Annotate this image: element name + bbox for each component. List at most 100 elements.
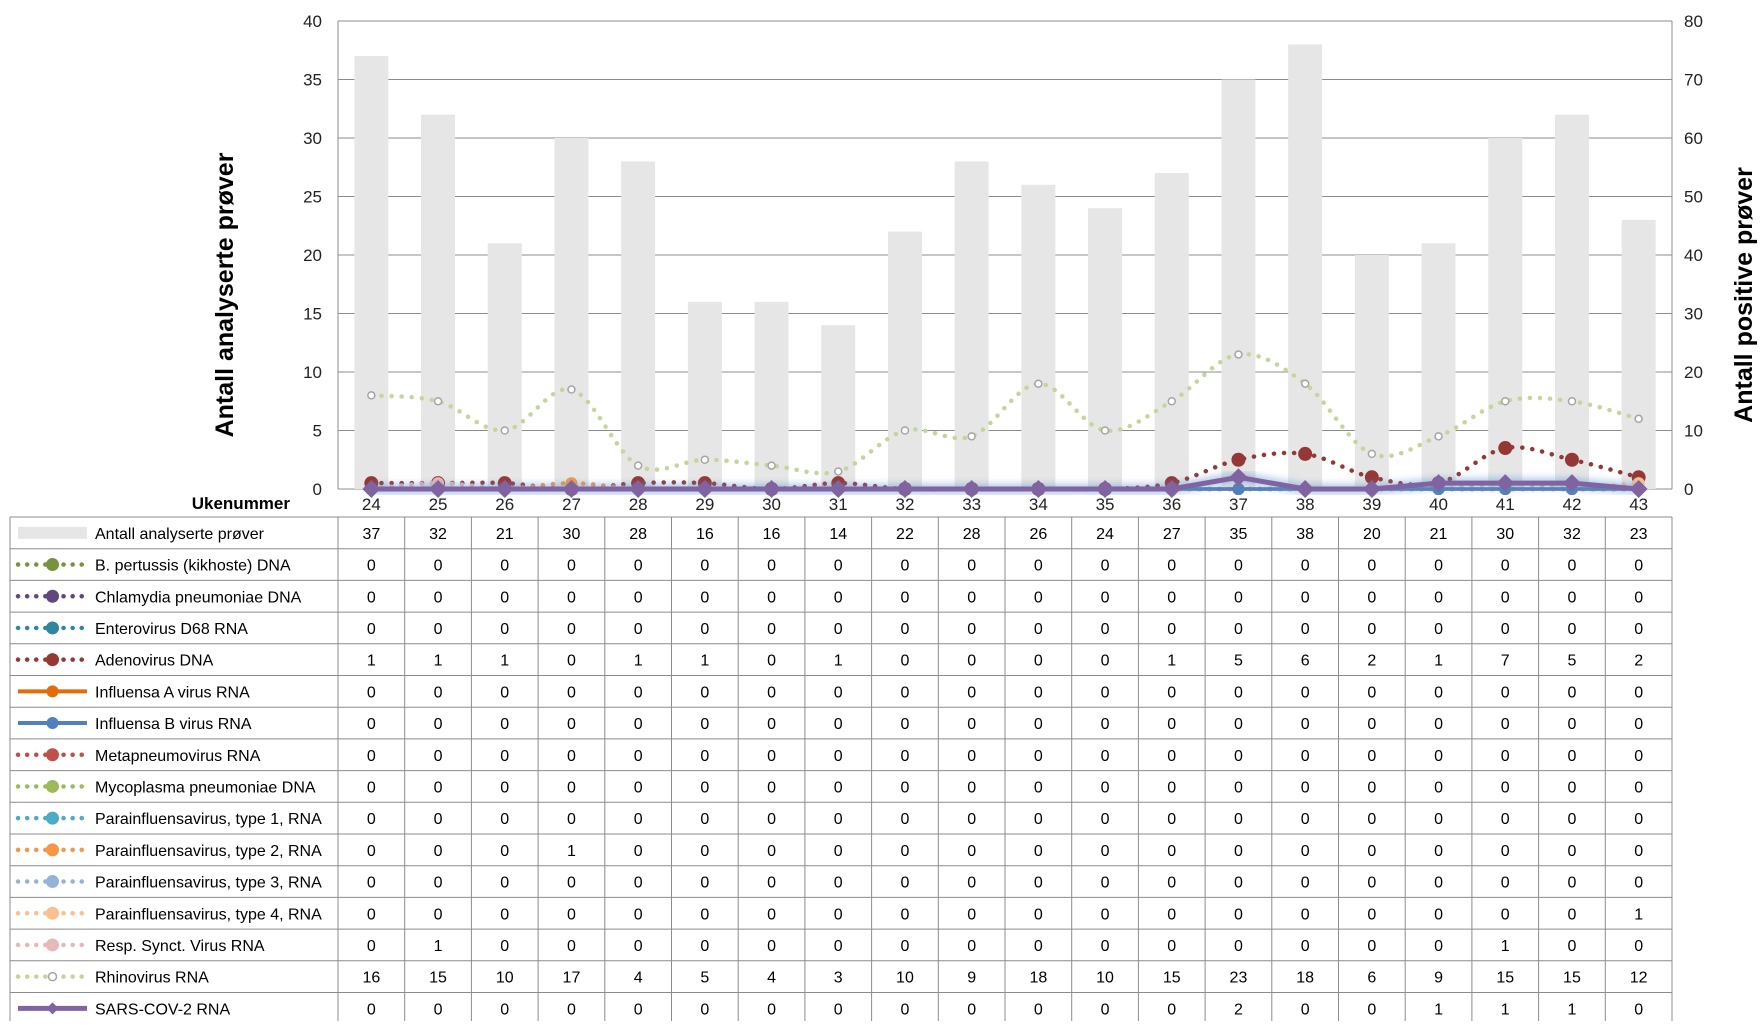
legend-label: Metapneumovirus RNA xyxy=(95,748,261,765)
table-cell: 0 xyxy=(1367,684,1376,701)
bar-week-31 xyxy=(821,325,856,489)
table-cell: 0 xyxy=(634,906,643,923)
table-cell: 1 xyxy=(1434,1001,1443,1018)
data-point xyxy=(1296,480,1315,498)
table-cell: 0 xyxy=(1101,558,1110,575)
data-point xyxy=(1498,441,1513,456)
data-point xyxy=(367,391,376,400)
legend-key xyxy=(15,621,90,635)
table-row-parainfluensavirus-type-3-rna: Parainfluensavirus, type 3, RNA 0 0 0 0 0 0 0 0 0… xyxy=(15,875,1643,892)
legend-marker xyxy=(46,589,59,603)
legend-marker xyxy=(46,717,59,730)
table-cell: 0 xyxy=(1167,843,1176,860)
y-left-tick-label: 15 xyxy=(303,305,322,324)
data-point xyxy=(695,480,714,498)
table-cell: 0 xyxy=(500,875,509,892)
table-cell: 1 xyxy=(700,653,709,670)
legend-key xyxy=(18,526,87,539)
table-cell: 0 xyxy=(634,589,643,606)
table-cell: 0 xyxy=(1567,779,1576,796)
table-cell: 0 xyxy=(1434,875,1443,892)
data-point xyxy=(762,480,781,498)
table-cell: 15 xyxy=(1563,970,1581,987)
table-cell: 0 xyxy=(1634,621,1643,638)
table-cell: 0 xyxy=(700,811,709,828)
table-row-parainfluensavirus-type-2-rna: Parainfluensavirus, type 2, RNA 0 0 0 1 0 0 0 0 0… xyxy=(15,843,1643,860)
table-row-antall-analyserte-pr-ver: Antall analyserte prøver 37 32 21 30 28 16 16 14… xyxy=(18,526,1648,543)
table-cell: 0 xyxy=(700,779,709,796)
table-cell: 0 xyxy=(1167,684,1176,701)
table-cell: 0 xyxy=(634,875,643,892)
table-cell: 0 xyxy=(1167,938,1176,955)
table-cell: 0 xyxy=(434,779,443,796)
data-point xyxy=(1229,468,1248,487)
table-cell: 1 xyxy=(1167,653,1176,670)
table-cell: 0 xyxy=(567,558,576,575)
data-point xyxy=(1629,480,1648,498)
table-cell: 0 xyxy=(1301,748,1310,765)
table-cell: 0 xyxy=(834,589,843,606)
x-tick-label: 33 xyxy=(962,495,981,514)
table-cell: 0 xyxy=(834,716,843,733)
bar-week-36 xyxy=(1154,173,1189,489)
table-cell: 0 xyxy=(1301,558,1310,575)
table-cell: 0 xyxy=(1034,779,1043,796)
table-cell: 0 xyxy=(1034,558,1043,575)
table-cell: 0 xyxy=(1101,589,1110,606)
table-cell: 1 xyxy=(567,843,576,860)
table-cell: 0 xyxy=(1034,843,1043,860)
table-cell: 0 xyxy=(1567,716,1576,733)
table-cell: 0 xyxy=(900,779,909,796)
table-cell: 0 xyxy=(967,716,976,733)
table-cell: 0 xyxy=(834,779,843,796)
table-cell: 0 xyxy=(500,748,509,765)
data-point xyxy=(700,455,710,464)
table-cell: 28 xyxy=(629,526,647,543)
table-cell: 0 xyxy=(767,558,776,575)
legend-label: Influensa A virus RNA xyxy=(95,684,250,701)
table-row-enterovirus-d68-rna: Enterovirus D68 RNA 0 0 0 0 0 0 0 0 0 0 0 0 0 0 0 0 0 0 0 0 xyxy=(15,621,1643,638)
y-left-axis-label: Antall analyserte prøver xyxy=(211,152,239,437)
table-cell: 0 xyxy=(1101,653,1110,670)
table-cell: 0 xyxy=(1634,684,1643,701)
table-cell: 0 xyxy=(1234,938,1243,955)
table-cell: 0 xyxy=(367,589,376,606)
legend-key xyxy=(18,1002,87,1015)
table-cell: 0 xyxy=(767,1001,776,1018)
x-tick-label: 37 xyxy=(1229,495,1248,514)
table-cell: 37 xyxy=(362,526,380,543)
table-cell: 0 xyxy=(967,1001,976,1018)
table-cell: 0 xyxy=(900,906,909,923)
x-tick-label: 42 xyxy=(1562,495,1581,514)
table-cell: 0 xyxy=(1167,779,1176,796)
legend-label: Enterovirus D68 RNA xyxy=(95,621,248,638)
table-cell: 0 xyxy=(567,716,576,733)
table-cell: 0 xyxy=(1101,938,1110,955)
table-cell: 0 xyxy=(767,906,776,923)
table-cell: 0 xyxy=(634,1001,643,1018)
table-cell: 3 xyxy=(834,970,843,987)
table-cell: 0 xyxy=(767,875,776,892)
table-cell: 0 xyxy=(1034,716,1043,733)
x-tick-label: 27 xyxy=(562,495,581,514)
data-point xyxy=(1567,397,1577,406)
table-cell: 27 xyxy=(1163,526,1181,543)
table-cell: 1 xyxy=(1634,906,1643,923)
legend-label: Mycoplasma pneumoniae DNA xyxy=(95,779,316,796)
y-right-tick-label: 50 xyxy=(1684,188,1703,207)
table-cell: 15 xyxy=(1163,970,1181,987)
legend-key xyxy=(15,748,90,762)
table-cell: 0 xyxy=(1434,811,1443,828)
table-cell: 10 xyxy=(496,970,514,987)
table-cell: 20 xyxy=(1363,526,1381,543)
table-cell: 2 xyxy=(1234,1001,1243,1018)
bar-week-32 xyxy=(887,231,922,489)
table-cell: 5 xyxy=(1234,653,1243,670)
series-rhinovirus-rna xyxy=(367,350,1643,476)
table-cell: 0 xyxy=(1501,684,1510,701)
table-cell: 0 xyxy=(500,811,509,828)
legend-key xyxy=(15,843,90,857)
table-cell: 0 xyxy=(567,589,576,606)
table-row-b-pertussis-kikhoste-dna: B. pertussis (kikhoste) DNA 0 0 0 0 0 0 0 0 0 0 0 0 0… xyxy=(15,558,1643,575)
